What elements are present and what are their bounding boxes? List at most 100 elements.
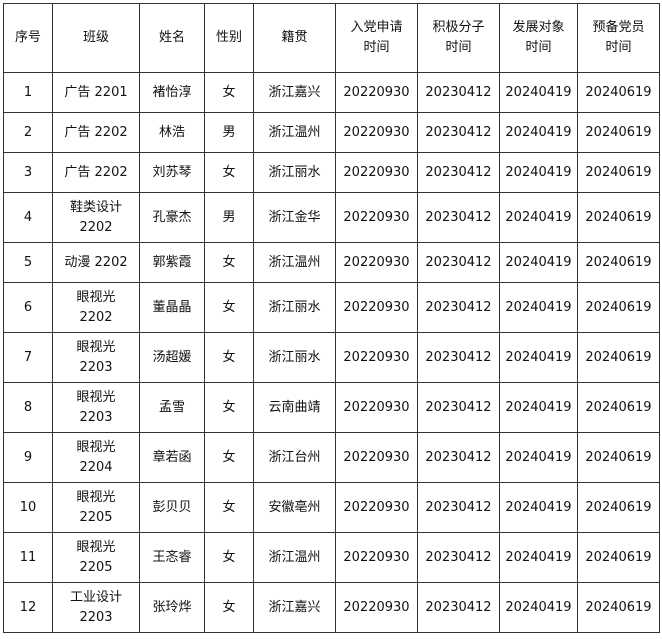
table-row: 9 眼视光 2204 章若函女浙江台州 20220930 20230412 20240419… [3,432,660,483]
table-row: 8 眼视光 2203 孟雪女云南曲靖 20220930 20230412 20240419 2… [3,382,660,433]
cell-no: 12 [3,582,53,633]
cell-active: 20230412 [417,382,500,433]
table-row: 3 广告 2202 刘苏琴女浙江丽水 20220930 20230412 20240419… [3,152,660,193]
table-row: 1 广告 2201 褚怡淳女浙江嘉兴 20220930 20230412 20240419… [3,72,660,113]
cell-apply: 20220930 [335,332,418,383]
table-row: 5 动漫 2202 郭紫霞女浙江温州 20220930 20230412 20240419… [3,242,660,283]
cell-develop: 20240419 [499,192,578,243]
table-row: 12 工业设计 2203 张玲烨女浙江嘉兴 20220930 20230412 202404… [3,582,660,633]
cell-active: 20230412 [417,482,500,533]
cell-no: 10 [3,482,53,533]
table-row: 6 眼视光 2202 董晶晶女浙江丽水 20220930 20230412 20240419… [3,282,660,333]
cell-name: 董晶晶 [139,282,205,333]
cell-active: 20230412 [417,72,500,113]
cell-class: 眼视光 2202 [52,282,140,333]
cell-origin: 浙江嘉兴 [253,582,336,633]
cell-class: 眼视光 2205 [52,532,140,583]
cell-gender: 男 [204,192,254,243]
header-row: 序号 班级 姓名 性别 籍贯 入党申请 时间 积极分子 时间 发展对象 时间 预备党员 时间 [3,3,660,73]
cell-apply: 20220930 [335,432,418,483]
cell-gender: 女 [204,482,254,533]
cell-origin: 浙江嘉兴 [253,72,336,113]
cell-name: 孔豪杰 [139,192,205,243]
cell-gender: 女 [204,242,254,283]
cell-active: 20230412 [417,192,500,243]
cell-gender: 男 [204,112,254,153]
cell-probation: 20240619 [577,432,660,483]
cell-develop: 20240419 [499,382,578,433]
cell-probation: 20240619 [577,192,660,243]
cell-class: 工业设计 2203 [52,582,140,633]
cell-name: 林浩 [139,112,205,153]
cell-apply: 20220930 [335,72,418,113]
cell-develop: 20240419 [499,242,578,283]
header-gender: 性别 [204,3,254,73]
cell-apply: 20220930 [335,532,418,583]
cell-class: 广告 2202 [52,152,140,193]
cell-no: 11 [3,532,53,583]
cell-probation: 20240619 [577,482,660,533]
cell-class: 广告 2201 [52,72,140,113]
cell-name: 孟雪 [139,382,205,433]
cell-probation: 20240619 [577,112,660,153]
cell-active: 20230412 [417,582,500,633]
header-class: 班级 [52,3,140,73]
cell-develop: 20240419 [499,532,578,583]
header-activist-time: 积极分子 时间 [417,3,500,73]
cell-class: 广告 2202 [52,112,140,153]
cell-apply: 20220930 [335,582,418,633]
cell-apply: 20220930 [335,192,418,243]
cell-no: 2 [3,112,53,153]
cell-no: 3 [3,152,53,193]
cell-active: 20230412 [417,152,500,193]
cell-origin: 浙江丽水 [253,152,336,193]
cell-active: 20230412 [417,282,500,333]
cell-no: 4 [3,192,53,243]
cell-probation: 20240619 [577,152,660,193]
cell-name: 褚怡淳 [139,72,205,113]
cell-apply: 20220930 [335,482,418,533]
cell-name: 郭紫霞 [139,242,205,283]
cell-class: 眼视光 2205 [52,482,140,533]
header-name: 姓名 [139,3,205,73]
cell-origin: 安徽亳州 [253,482,336,533]
cell-active: 20230412 [417,432,500,483]
cell-probation: 20240619 [577,382,660,433]
cell-gender: 女 [204,582,254,633]
cell-no: 8 [3,382,53,433]
cell-probation: 20240619 [577,242,660,283]
cell-no: 1 [3,72,53,113]
cell-develop: 20240419 [499,112,578,153]
header-origin: 籍贯 [253,3,336,73]
cell-gender: 女 [204,282,254,333]
table-row: 11 眼视光 2205 王忞睿女浙江温州 20220930 20230412 2024041… [3,532,660,583]
cell-active: 20230412 [417,532,500,583]
table-row: 2 广告 2202 林浩男浙江温州 20220930 20230412 20240419 2… [3,112,660,153]
cell-probation: 20240619 [577,582,660,633]
header-apply-time: 入党申请 时间 [335,3,418,73]
cell-origin: 云南曲靖 [253,382,336,433]
cell-probation: 20240619 [577,332,660,383]
cell-gender: 女 [204,332,254,383]
cell-probation: 20240619 [577,282,660,333]
cell-apply: 20220930 [335,382,418,433]
table-row: 4 鞋类设计 2202 孔豪杰男浙江金华 20220930 20230412 2024041… [3,192,660,243]
cell-gender: 女 [204,152,254,193]
cell-active: 20230412 [417,112,500,153]
cell-active: 20230412 [417,332,500,383]
cell-class: 鞋类设计 2202 [52,192,140,243]
cell-no: 9 [3,432,53,483]
party-member-table: 序号 班级 姓名 性别 籍贯 入党申请 时间 积极分子 时间 发展对象 时间 预备党员 时间 1 广告 2… [3,3,660,633]
cell-name: 汤超媛 [139,332,205,383]
cell-name: 张玲烨 [139,582,205,633]
cell-develop: 20240419 [499,332,578,383]
cell-apply: 20220930 [335,152,418,193]
header-candidate-time: 发展对象 时间 [499,3,578,73]
cell-class: 眼视光 2203 [52,382,140,433]
cell-origin: 浙江台州 [253,432,336,483]
cell-name: 刘苏琴 [139,152,205,193]
table-row: 10 眼视光 2205 彭贝贝女安徽亳州 20220930 20230412 2024041… [3,482,660,533]
cell-apply: 20220930 [335,282,418,333]
cell-no: 6 [3,282,53,333]
cell-develop: 20240419 [499,432,578,483]
